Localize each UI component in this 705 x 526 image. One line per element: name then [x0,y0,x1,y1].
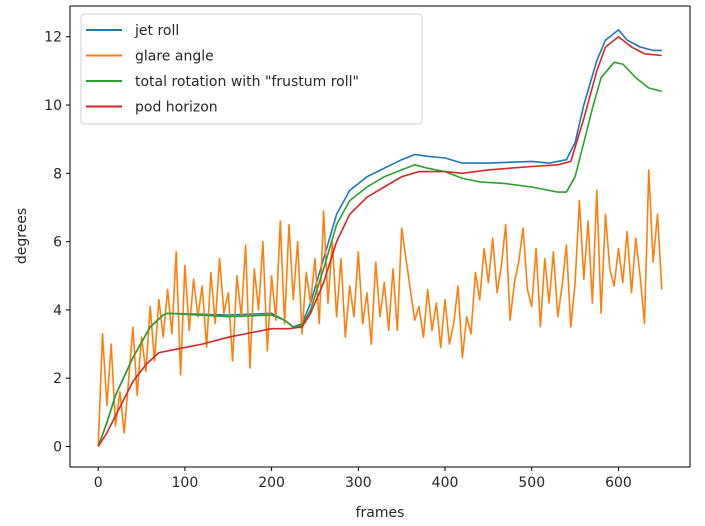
series-layer [97,29,663,447]
legend-label: jet roll [134,23,179,39]
y-tick-label: 4 [53,303,62,319]
series-line-3 [97,35,662,447]
legend-item: glare angle [86,49,214,65]
y-tick-label: 12 [44,30,62,46]
legend-label: total rotation with "frustum roll" [135,74,359,90]
series-line-2 [97,61,663,447]
y-axis: 0 2 4 6 8 10 12 [44,30,70,456]
x-tick-label: 0 [94,475,103,491]
y-tick-label: 8 [53,166,62,182]
x-tick-label: 600 [605,475,632,491]
plot-frame [69,5,691,468]
y-axis-label: degrees [14,208,30,264]
y-tick-label: 6 [53,235,62,251]
legend-box [80,13,423,125]
legend-item: jet roll [86,23,179,39]
legend: jet roll glare angle total rotation with "… [80,13,423,125]
x-tick-label: 300 [345,475,372,491]
x-tick-label: 100 [172,475,199,491]
x-axis-label: frames [356,505,405,521]
series-line-1 [97,169,663,447]
x-axis: 0 100 200 300 400 500 600 [94,467,632,491]
legend-item: total rotation with "frustum roll" [86,74,359,90]
legend-item: pod horizon [86,100,218,116]
y-tick-label: 2 [53,371,62,387]
legend-label: pod horizon [135,100,218,116]
x-tick-label: 200 [258,475,285,491]
x-tick-label: 500 [518,475,545,491]
y-tick-label: 10 [44,98,62,114]
x-tick-label: 400 [432,475,459,491]
legend-label: glare angle [135,49,214,65]
y-tick-label: 0 [53,440,62,456]
